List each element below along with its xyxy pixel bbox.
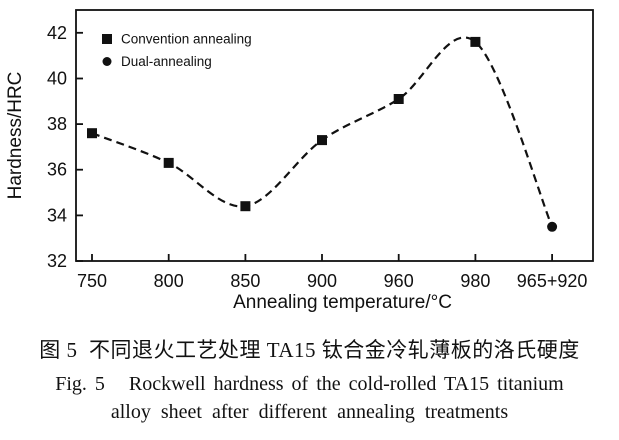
x-tick-label: 980 (460, 271, 490, 291)
chart-legend: Convention annealing Dual-annealing (102, 32, 252, 69)
x-tick-label: 850 (230, 271, 260, 291)
caption-english-1: Fig. 5 Rockwell hardness of the cold-rol… (55, 373, 564, 395)
x-tick-label: 750 (77, 271, 107, 291)
caption-chinese: 图 5 不同退火工艺处理 TA15 钛合金冷轧薄板的洛氏硬度 (39, 338, 580, 362)
y-tick-label: 34 (47, 205, 67, 225)
x-axis-title: Annealing temperature/°C (233, 292, 452, 313)
y-tick-label: 38 (47, 114, 67, 134)
figure-caption: 图 5 不同退火工艺处理 TA15 钛合金冷轧薄板的洛氏硬度 Fig. 5 Ro… (0, 322, 619, 424)
y-tick-label: 42 (47, 23, 67, 43)
y-axis: 32 34 36 38 40 42 (47, 23, 83, 271)
x-tick-label: 800 (154, 271, 184, 291)
y-tick-label: 40 (47, 69, 67, 89)
x-tick-label: 960 (384, 271, 414, 291)
circle-marker (547, 221, 558, 232)
legend-square-marker (102, 34, 112, 44)
x-tick-label: 965+920 (517, 271, 588, 291)
square-marker (240, 201, 251, 212)
x-tick-label: 900 (307, 271, 337, 291)
hardness-chart: 32 34 36 38 40 42 750 800 850 900 960 980 965+920 Ann… (5, 9, 594, 313)
square-marker (470, 36, 481, 47)
legend-label: Dual-annealing (121, 54, 212, 69)
square-marker (317, 135, 327, 146)
square-marker (393, 94, 404, 104)
legend-circle-marker (102, 57, 112, 66)
data-markers (87, 36, 558, 232)
square-marker (163, 157, 174, 168)
chart-canvas: 32 34 36 38 40 42 750 800 850 900 960 980 965+920 Ann… (5, 9, 594, 313)
y-tick-label: 36 (47, 160, 67, 180)
square-marker (87, 128, 97, 139)
caption-english-2: alloy sheet after different annealing tr… (110, 401, 509, 423)
legend-label: Convention annealing (121, 32, 252, 47)
y-tick-label: 32 (47, 251, 67, 271)
plot-frame (75, 9, 594, 262)
x-axis: 750 800 850 900 960 980 965+920 (77, 254, 587, 291)
y-axis-title: Hardness/HRC (5, 72, 26, 200)
